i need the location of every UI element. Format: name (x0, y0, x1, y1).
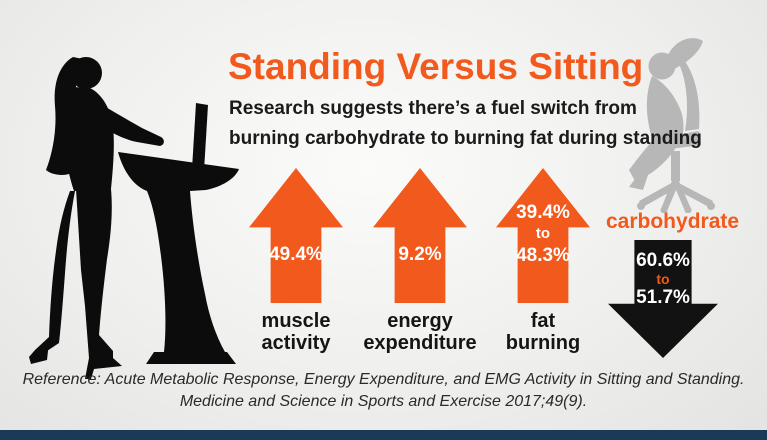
subtitle: Research suggests there’s a fuel switch … (229, 94, 702, 154)
up-arrow-icon (249, 168, 343, 303)
page-title: Standing Versus Sitting (228, 46, 644, 87)
metric-label-line2: expenditure (363, 332, 477, 354)
reference-line-2: Medicine and Science in Sports and Exerc… (179, 393, 588, 410)
value-to: 48.3% (516, 245, 570, 266)
reference-text: Reference: Acute Metabolic Response, Ene… (0, 369, 767, 413)
metric-label: energy expenditure (335, 310, 505, 354)
metric-label-line1: muscle (261, 310, 331, 332)
metric-muscle-activity: 49.4% muscle activity (249, 168, 343, 398)
sitting-person-silhouette (629, 38, 715, 213)
range-connector: to (656, 271, 670, 287)
metric-value-range: 39.4% to 48.3% (496, 200, 590, 268)
subtitle-line-1: Research suggests there’s a fuel switch … (229, 98, 637, 119)
carbohydrate-label: carbohydrate (606, 210, 740, 233)
value-from: 60.6% (636, 250, 690, 271)
bottom-bar (0, 430, 767, 440)
metric-value: 9.2% (398, 244, 442, 265)
metric-fat-burning: 39.4% to 48.3% fat burning (496, 168, 590, 398)
metric-value-range: 60.6% to 51.7% (608, 250, 718, 309)
range-connector: to (535, 225, 551, 242)
metric-label: muscle activity (211, 310, 381, 354)
reference-line-1: Reference: Acute Metabolic Response, Ene… (22, 371, 745, 388)
metric-label-line2: activity (261, 332, 331, 354)
subtitle-line-2: burning carbohydrate to burning fat duri… (229, 128, 702, 149)
metric-label-line1: fat (530, 310, 556, 332)
metric-label: fat burning (458, 310, 628, 354)
metric-energy-expenditure: 9.2% energy expenditure (363, 168, 477, 398)
metric-label-line2: burning (505, 332, 581, 354)
standing-woman-silhouette (29, 57, 239, 379)
metric-label-line1: energy (387, 310, 453, 332)
value-to: 51.7% (636, 287, 690, 308)
metric-value: 49.4% (269, 244, 323, 265)
value-from: 39.4% (516, 202, 570, 223)
up-arrow-icon (373, 168, 467, 303)
metric-carbohydrate: carbohydrate 60.6% to 51.7% (606, 210, 740, 370)
